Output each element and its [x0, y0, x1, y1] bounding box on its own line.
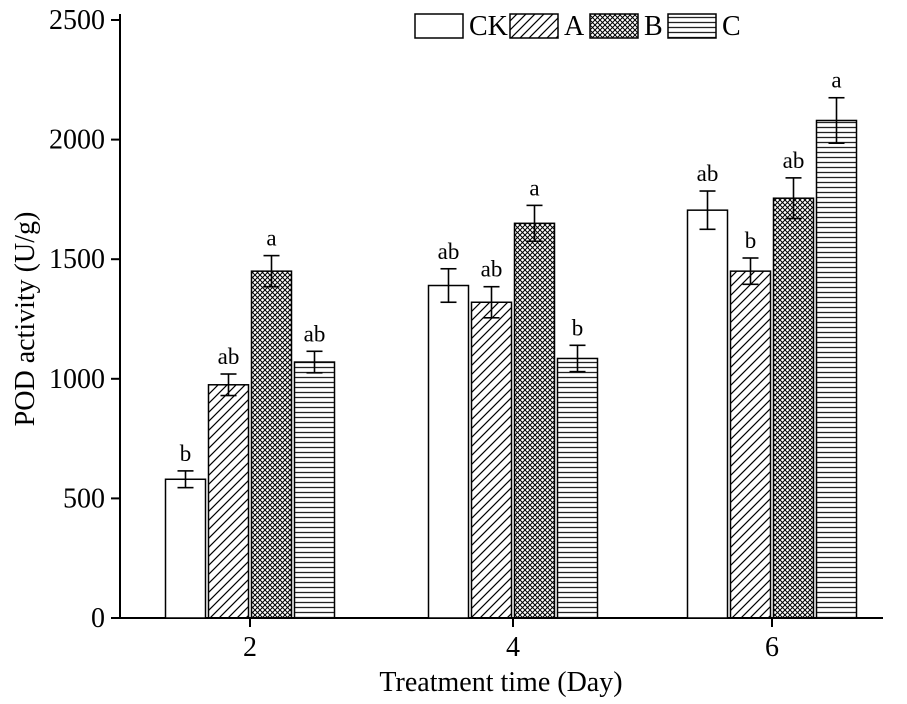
error-bar-C-day4	[569, 344, 586, 373]
error-bar-B-day6	[785, 177, 802, 220]
y-axis-ticks: 0 500 1000 1500 2000 2500	[49, 5, 120, 634]
x-category-label: 2	[243, 632, 257, 663]
x-category-label: 6	[765, 632, 779, 663]
legend-swatch-B	[589, 13, 639, 39]
legend-label-B: B	[644, 11, 663, 42]
bar-C-day2	[293, 361, 336, 619]
error-bar-CK-day2	[177, 470, 194, 489]
sig-label-CK-day6: ab	[697, 161, 719, 186]
bar-B-day6	[772, 197, 815, 619]
y-axis-label: POD activity (U/g)	[10, 212, 41, 427]
bar-CK-day6	[686, 209, 729, 619]
bar-A-day2	[207, 384, 250, 619]
legend-swatch-C	[667, 13, 717, 39]
error-bar-A-day4	[483, 285, 500, 319]
sig-label-CK-day2: b	[180, 441, 192, 466]
legend-swatch-A	[509, 13, 559, 39]
bar-B-day2	[250, 270, 293, 619]
sig-label-B-day4: a	[529, 175, 539, 200]
sig-label-C-day6: a	[831, 68, 841, 93]
error-bar-C-day2	[306, 350, 323, 374]
sig-label-A-day2: ab	[218, 344, 240, 369]
error-bar-B-day2	[263, 254, 280, 288]
legend-label-C: C	[722, 11, 741, 42]
bar-CK-day4	[427, 284, 470, 619]
bar-A-day6	[729, 270, 772, 619]
error-bar-A-day2	[220, 373, 237, 397]
error-bar-A-day6	[742, 257, 759, 286]
sig-label-B-day6: ab	[783, 148, 805, 173]
y-tick-label: 2500	[49, 5, 105, 36]
sig-label-C-day4: b	[572, 315, 584, 340]
y-tick-label: 1000	[49, 364, 105, 395]
legend-label-A: A	[564, 11, 585, 42]
legend-label-CK: CK	[469, 11, 508, 42]
bar-C-day4	[556, 357, 599, 619]
error-bar-CK-day4	[440, 267, 457, 304]
y-tick-label: 1500	[49, 244, 105, 275]
bar-A-day4	[470, 301, 513, 619]
x-axis-label: Treatment time (Day)	[379, 667, 622, 698]
sig-label-A-day6: b	[745, 228, 757, 253]
sig-label-A-day4: ab	[481, 257, 503, 282]
bar-C-day6	[815, 119, 858, 619]
legend-swatch-CK	[414, 13, 464, 39]
y-tick-label: 0	[91, 603, 105, 634]
y-tick-label: 2000	[49, 125, 105, 156]
bar-CK-day2	[164, 478, 207, 619]
sig-label-CK-day4: ab	[438, 239, 460, 264]
bar-B-day4	[513, 222, 556, 619]
y-tick-label: 500	[63, 483, 105, 514]
sig-label-C-day2: ab	[304, 321, 326, 346]
x-category-label: 4	[506, 632, 520, 663]
sig-label-B-day2: a	[266, 226, 276, 251]
error-bar-C-day6	[828, 96, 845, 144]
legend: CK A B C	[414, 11, 741, 42]
x-axis-ticks: 2 4 6	[243, 618, 779, 663]
error-bar-B-day4	[526, 204, 543, 243]
error-bar-CK-day6	[699, 190, 716, 231]
